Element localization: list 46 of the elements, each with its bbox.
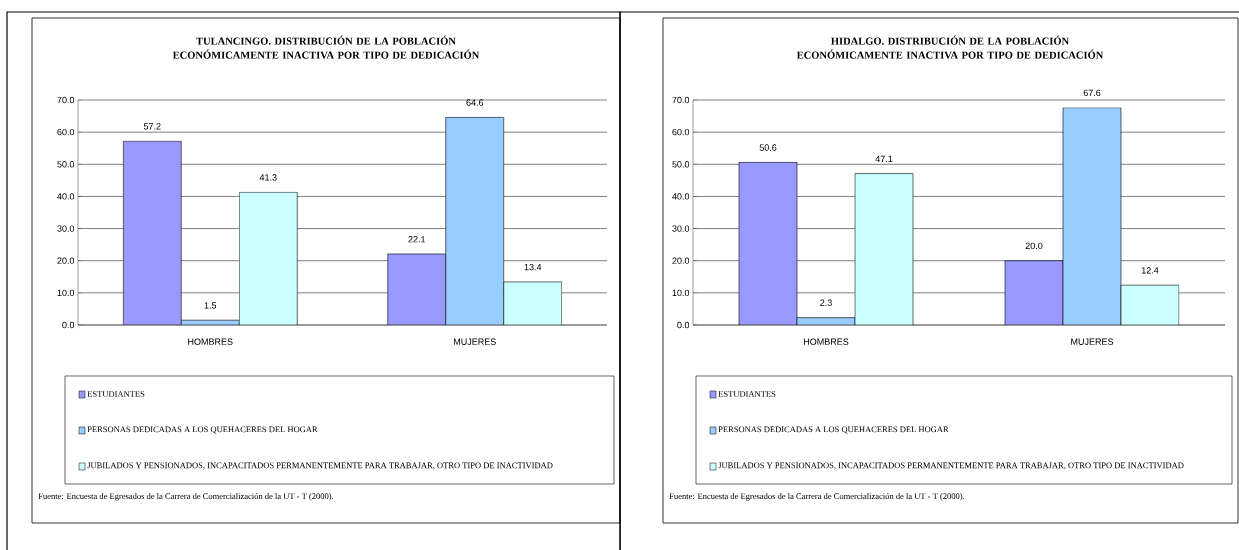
y-tick-label: 20.0 — [57, 257, 75, 264]
y-tick-label: 10.0 — [672, 289, 690, 297]
y-tick-label: 70.0 — [57, 96, 75, 104]
data-label: 57.2 — [143, 123, 161, 130]
data-label: 1.5 — [204, 302, 217, 309]
x-tick-label: MUJERES — [453, 338, 496, 345]
data-label: 12.4 — [1141, 267, 1159, 274]
y-tick-label: 10.0 — [57, 289, 75, 297]
data-label: 13.4 — [524, 263, 542, 271]
data-label: 64.6 — [466, 99, 484, 106]
bar — [445, 117, 505, 325]
data-label: 20.0 — [1025, 242, 1043, 250]
x-tick-label: MUJERES — [1071, 338, 1114, 345]
legend-label: ESTUDIANTES — [718, 391, 776, 397]
y-tick-label: 50.0 — [57, 161, 75, 168]
data-label: 2.3 — [820, 299, 832, 306]
x-tick-label: HOMBRES — [188, 338, 233, 345]
y-tick-label: 40.0 — [672, 193, 690, 200]
data-label: 50.6 — [759, 144, 777, 151]
y-tick-label: 30.0 — [57, 225, 75, 232]
source-note: Fuente: Encuesta de Egresados de la Carrera de Comercialización de la UT - T (2000). — [669, 493, 965, 501]
y-tick-label: 40.0 — [57, 193, 75, 200]
legend-label: JUBILADOS Y PENSIONADOS, INCAPACITADOS PERMANENTEMENTE PARA TRABAJAR, OTRO TIPO DE INACTIVIDAD — [87, 462, 553, 470]
legend-label: PERSONAS DEDICADAS A LOS QUEHACERES DEL HOGAR — [87, 426, 318, 434]
y-tick-label: 50.0 — [672, 161, 690, 168]
x-tick-label: HOMBRES — [803, 338, 849, 345]
legend-label: PERSONAS DEDICADAS A LOS QUEHACERES DEL HOGAR — [718, 426, 949, 434]
y-tick-label: 60.0 — [672, 128, 690, 136]
y-tick-label: 0.0 — [62, 321, 75, 329]
data-label: 67.6 — [1083, 89, 1101, 97]
y-tick-label: 70.0 — [672, 96, 690, 104]
bar — [1004, 260, 1064, 325]
source-note: Fuente: Encuesta de Egresados de la Carrera de Comercialización de la UT - T (2000). — [38, 493, 334, 501]
y-tick-label: 20.0 — [672, 257, 690, 264]
y-tick-label: 60.0 — [57, 128, 75, 136]
y-tick-label: 0.0 — [677, 321, 690, 329]
legend-label: ESTUDIANTES — [87, 391, 145, 397]
legend-label: JUBILADOS Y PENSIONADOS, INCAPACITADOS PERMANENTEMENTE PARA TRABAJAR, OTRO TIPO DE INACTIVIDAD — [718, 462, 1184, 470]
data-label: 47.1 — [875, 155, 893, 162]
data-label: 22.1 — [408, 236, 426, 243]
bar — [1062, 107, 1122, 325]
data-label: 41.3 — [259, 174, 277, 181]
chart-title: HIDALGO. DISTRIBUCIÓN DE LA POBLACIÓN ECONÓMICAMENTE INACTIVA POR TIPO DE DEDICACIÓN — [796, 35, 1104, 59]
bar — [738, 162, 798, 325]
y-tick-label: 30.0 — [672, 225, 690, 232]
chart-title: TULANCINGO. DISTRIBUCIÓN DE LA POBLACIÓN ECONÓMICAMENTE INACTIVA POR TIPO DE DEDICACIÓN — [172, 35, 480, 59]
